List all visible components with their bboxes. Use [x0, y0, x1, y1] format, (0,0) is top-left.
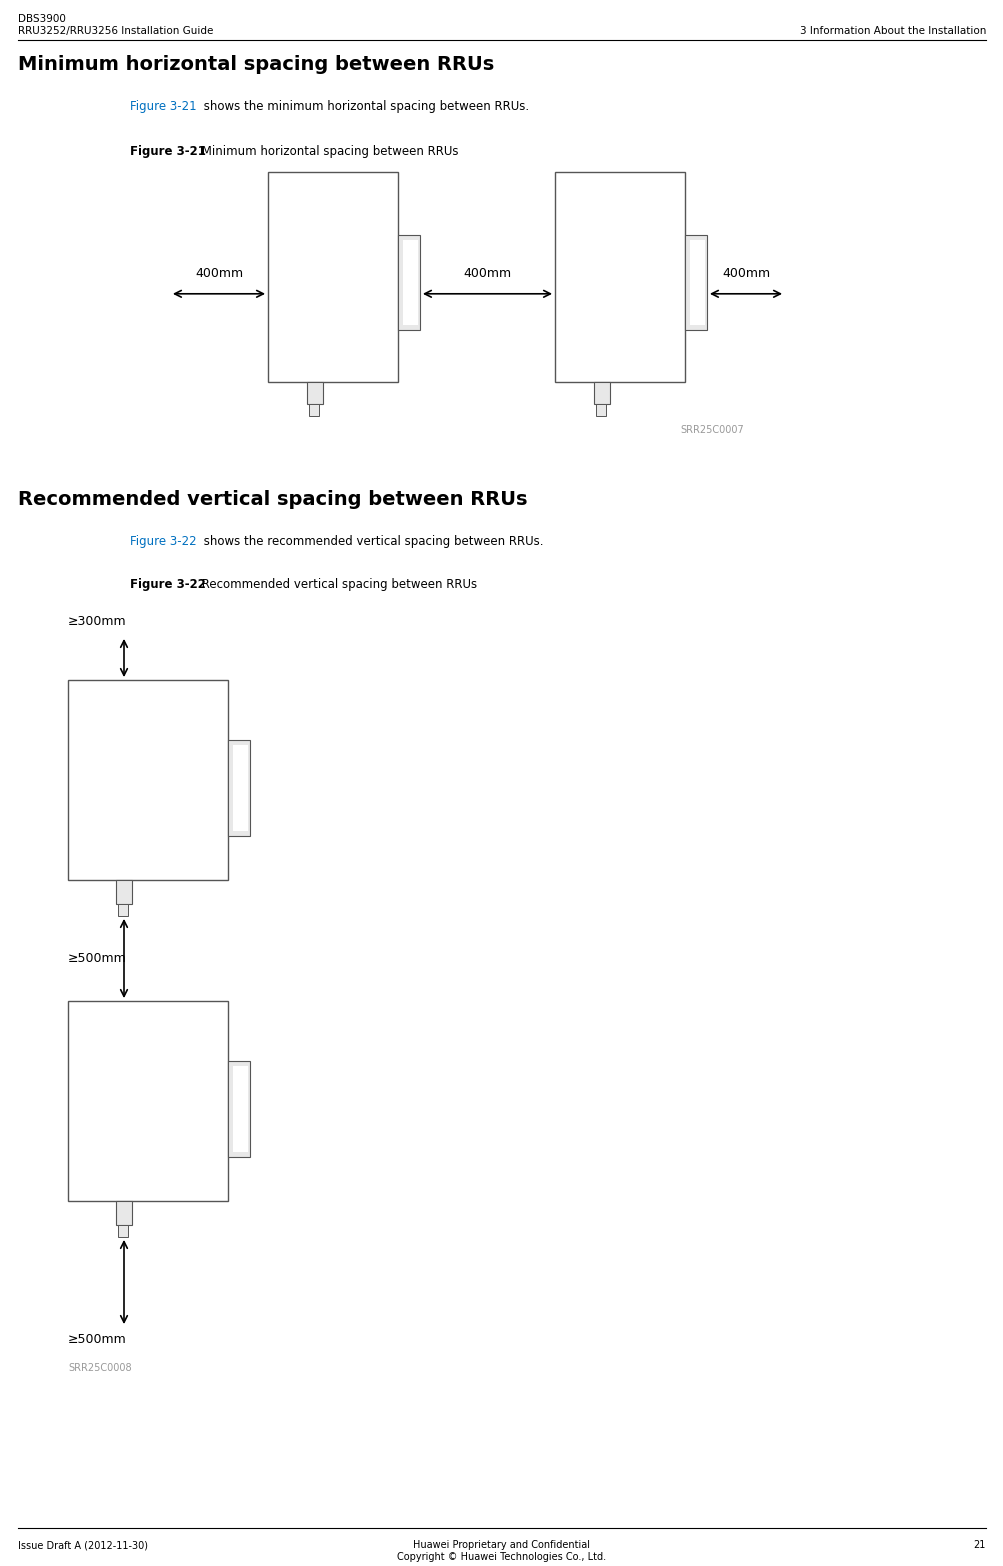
- Text: Figure 3-21: Figure 3-21: [129, 100, 197, 113]
- Bar: [68, 680, 228, 880]
- Text: Issue Draft A (2012-11-30): Issue Draft A (2012-11-30): [18, 1539, 147, 1550]
- Text: 3 Information About the Installation: 3 Information About the Installation: [798, 27, 985, 36]
- Bar: [309, 404, 319, 417]
- Bar: [116, 880, 131, 904]
- Text: Recommended vertical spacing between RRUs: Recommended vertical spacing between RRU…: [18, 490, 527, 509]
- Text: 21: 21: [973, 1539, 985, 1550]
- Text: Minimum horizontal spacing between RRUs: Minimum horizontal spacing between RRUs: [198, 146, 458, 158]
- Text: shows the minimum horizontal spacing between RRUs.: shows the minimum horizontal spacing bet…: [200, 100, 529, 113]
- Text: ≥500mm: ≥500mm: [68, 952, 126, 965]
- Bar: [233, 1066, 248, 1153]
- Text: Figure 3-22: Figure 3-22: [129, 536, 197, 548]
- Bar: [307, 382, 323, 404]
- Text: Figure 3-21: Figure 3-21: [129, 146, 206, 158]
- Text: RRU3252/RRU3256 Installation Guide: RRU3252/RRU3256 Installation Guide: [18, 27, 214, 36]
- Bar: [228, 741, 250, 836]
- Text: 400mm: 400mm: [195, 266, 243, 280]
- Bar: [118, 904, 127, 916]
- Text: 400mm: 400mm: [463, 266, 512, 280]
- Text: Figure 3-22: Figure 3-22: [129, 578, 206, 590]
- Text: ≥500mm: ≥500mm: [68, 1333, 126, 1347]
- Bar: [268, 172, 397, 382]
- Text: 400mm: 400mm: [721, 266, 769, 280]
- Bar: [228, 1062, 250, 1157]
- Bar: [116, 1201, 131, 1225]
- Bar: [594, 382, 610, 404]
- Text: shows the recommended vertical spacing between RRUs.: shows the recommended vertical spacing b…: [200, 536, 543, 548]
- Text: SRR25C0007: SRR25C0007: [679, 424, 743, 435]
- Text: DBS3900: DBS3900: [18, 14, 66, 23]
- Bar: [684, 235, 706, 329]
- Text: Minimum horizontal spacing between RRUs: Minimum horizontal spacing between RRUs: [18, 55, 493, 74]
- Text: Recommended vertical spacing between RRUs: Recommended vertical spacing between RRU…: [198, 578, 476, 590]
- Text: SRR25C0008: SRR25C0008: [68, 1362, 131, 1373]
- Bar: [555, 172, 684, 382]
- Text: ≥300mm: ≥300mm: [68, 615, 126, 628]
- Bar: [397, 235, 419, 329]
- Bar: [118, 1225, 127, 1237]
- Bar: [689, 240, 704, 324]
- Bar: [233, 745, 248, 832]
- Bar: [596, 404, 606, 417]
- Text: Huawei Proprietary and Confidential
Copyright © Huawei Technologies Co., Ltd.: Huawei Proprietary and Confidential Copy…: [397, 1539, 606, 1561]
- Bar: [68, 1001, 228, 1201]
- Bar: [402, 240, 417, 324]
